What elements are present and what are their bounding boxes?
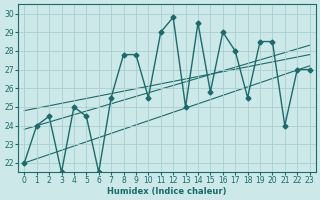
X-axis label: Humidex (Indice chaleur): Humidex (Indice chaleur) — [107, 187, 227, 196]
